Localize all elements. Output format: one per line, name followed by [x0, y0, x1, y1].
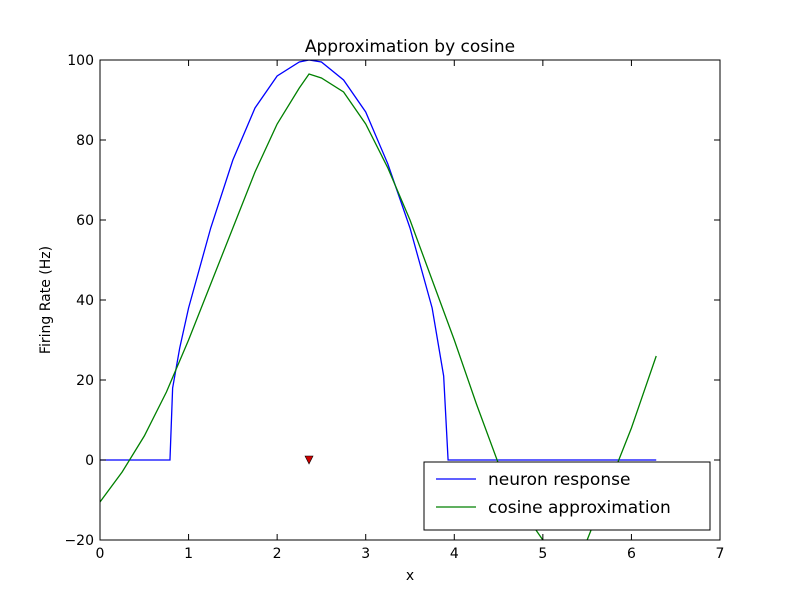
- x-tick-label: 0: [96, 546, 105, 562]
- x-axis-label: x: [406, 568, 414, 584]
- x-tick-label: 1: [184, 546, 193, 562]
- y-tick-label: 60: [76, 213, 94, 229]
- chart-title: Approximation by cosine: [305, 37, 515, 57]
- x-tick-label: 6: [627, 546, 636, 562]
- x-tick-label: 2: [273, 546, 282, 562]
- x-tick-label: 5: [538, 546, 547, 562]
- y-tick-label: 20: [76, 373, 94, 389]
- legend-box: [423, 461, 711, 531]
- legend-label: cosine approximation: [488, 498, 671, 518]
- y-tick-label: 0: [85, 453, 94, 469]
- series-line: [100, 73, 657, 540]
- y-tick-label: 100: [67, 53, 94, 69]
- legend-label: neuron response: [488, 470, 630, 490]
- y-axis-label: Firing Rate (Hz): [38, 246, 54, 354]
- y-tick-label: −20: [64, 533, 94, 549]
- x-tick-label: 7: [716, 546, 725, 562]
- x-tick-label: 3: [361, 546, 370, 562]
- y-tick-label: 80: [76, 133, 94, 149]
- plot-area: [100, 60, 657, 540]
- marker: [304, 455, 314, 465]
- series-line: [100, 60, 657, 461]
- x-tick-label: 4: [450, 546, 459, 562]
- y-tick-label: 40: [76, 293, 94, 309]
